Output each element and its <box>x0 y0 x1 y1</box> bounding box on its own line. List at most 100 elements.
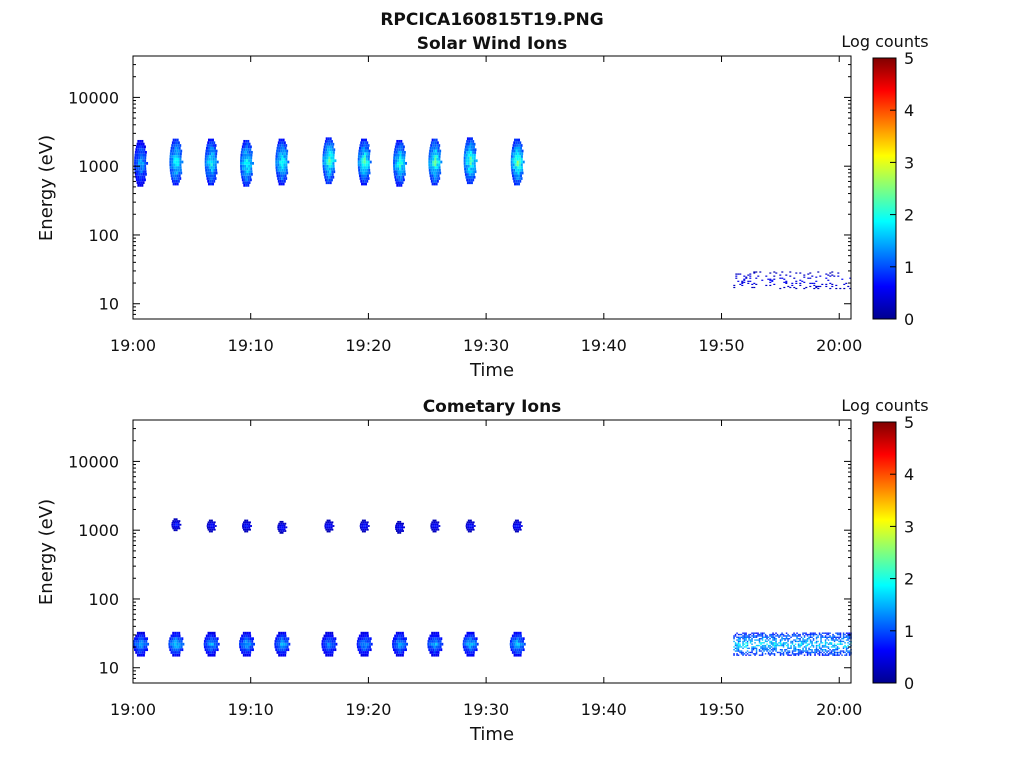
heatmap-cell <box>214 155 217 158</box>
heatmap-cell <box>821 654 824 656</box>
heatmap-cell <box>800 636 803 639</box>
heatmap-cell <box>361 160 364 164</box>
heatmap-cell <box>749 273 752 275</box>
heatmap-cell <box>362 645 365 649</box>
heatmap-cell <box>357 166 360 169</box>
heatmap-cell <box>249 175 252 179</box>
heatmap-cell <box>282 640 285 643</box>
heatmap-cell <box>823 649 825 651</box>
heatmap-cell <box>212 157 215 161</box>
heatmap-cell <box>802 632 804 634</box>
heatmap-cell <box>760 638 762 640</box>
heatmap-cell <box>755 644 758 647</box>
heatmap-cell <box>241 148 244 151</box>
heatmap-cell <box>775 272 778 274</box>
heatmap-cell <box>470 167 473 171</box>
heatmap-cell <box>364 179 367 183</box>
heatmap-cell <box>433 631 436 635</box>
heatmap-cell <box>737 280 740 282</box>
heatmap-cell <box>769 650 771 652</box>
heatmap-cell <box>433 171 436 175</box>
heatmap-cell <box>142 631 145 635</box>
heatmap-cell <box>177 152 180 156</box>
heatmap-cell <box>325 651 328 654</box>
heatmap-cell <box>397 522 400 525</box>
heatmap-cell <box>173 157 176 161</box>
heatmap-cell <box>464 642 467 646</box>
heatmap-cell <box>277 526 280 529</box>
heatmap-cell <box>214 163 217 167</box>
heatmap-cell <box>758 654 761 656</box>
heatmap-cell <box>809 653 812 655</box>
heatmap-cell <box>134 170 137 173</box>
heatmap-cell <box>248 156 251 160</box>
heatmap-cell <box>808 638 810 640</box>
heatmap-cell <box>278 146 281 150</box>
heatmap-cell <box>831 271 834 273</box>
heatmap-cell <box>737 643 740 645</box>
heatmap-cell <box>140 172 143 176</box>
heatmap-cell <box>842 650 845 652</box>
heatmap-cell <box>845 635 848 637</box>
heatmap-cell <box>395 170 398 173</box>
heatmap-cell <box>282 631 285 635</box>
heatmap-cell <box>399 531 402 534</box>
heatmap-cell <box>171 163 174 167</box>
heatmap-cell <box>788 647 791 650</box>
heatmap-cell <box>136 637 139 641</box>
heatmap-cell <box>764 644 767 647</box>
heatmap-cell <box>779 642 782 644</box>
heatmap-cell <box>751 646 753 648</box>
heatmap-cell <box>796 632 798 634</box>
heatmap-cell <box>464 651 467 654</box>
heatmap-cell <box>516 138 519 142</box>
heatmap-cell <box>432 163 435 167</box>
heatmap-cell <box>782 653 785 655</box>
heatmap-cell <box>812 646 815 648</box>
heatmap-cell <box>278 642 281 646</box>
heatmap-cell <box>470 181 473 185</box>
heatmap-cell <box>248 528 251 531</box>
heatmap-cell <box>521 149 524 153</box>
heatmap-cell <box>847 642 849 644</box>
heatmap-cell <box>462 642 465 646</box>
heatmap-cell <box>395 172 398 176</box>
heatmap-cell <box>246 153 249 157</box>
heatmap-cell <box>770 643 773 645</box>
heatmap-cell <box>283 166 286 169</box>
heatmap-cell <box>246 172 249 176</box>
heatmap-cell <box>213 146 216 150</box>
heatmap-cell <box>805 642 807 644</box>
heatmap-cell <box>775 644 777 647</box>
x-tick-label: 20:00 <box>816 700 862 719</box>
heatmap-cell <box>518 523 521 526</box>
heatmap-cell <box>432 177 435 180</box>
heatmap-cell <box>366 179 369 183</box>
heatmap-cell <box>368 642 371 646</box>
heatmap-cell <box>734 650 737 652</box>
heatmap-cell <box>365 177 368 180</box>
heatmap-cell <box>773 653 776 655</box>
heatmap-cell <box>837 275 840 277</box>
heatmap-cell <box>758 649 761 651</box>
heatmap-cell <box>280 651 283 654</box>
heatmap-cell <box>328 151 331 154</box>
heatmap-cell <box>247 175 250 179</box>
heatmap-cell <box>367 525 370 527</box>
heatmap-cell <box>428 648 431 652</box>
heatmap-cell <box>134 156 137 160</box>
heatmap-cell <box>835 647 837 650</box>
heatmap-cell <box>246 653 249 657</box>
heatmap-cell <box>358 152 361 156</box>
heatmap-cell <box>134 159 137 162</box>
heatmap-cell <box>818 633 821 636</box>
heatmap-cell <box>833 651 836 654</box>
y-tick-label: 1000 <box>78 521 119 540</box>
heatmap-cell <box>737 654 740 656</box>
heatmap-cell <box>758 639 761 641</box>
heatmap-cell <box>171 144 174 147</box>
heatmap-cell <box>833 643 836 645</box>
heatmap-cell <box>137 139 140 143</box>
heatmap-cell <box>740 636 743 639</box>
heatmap-cell <box>322 648 325 652</box>
